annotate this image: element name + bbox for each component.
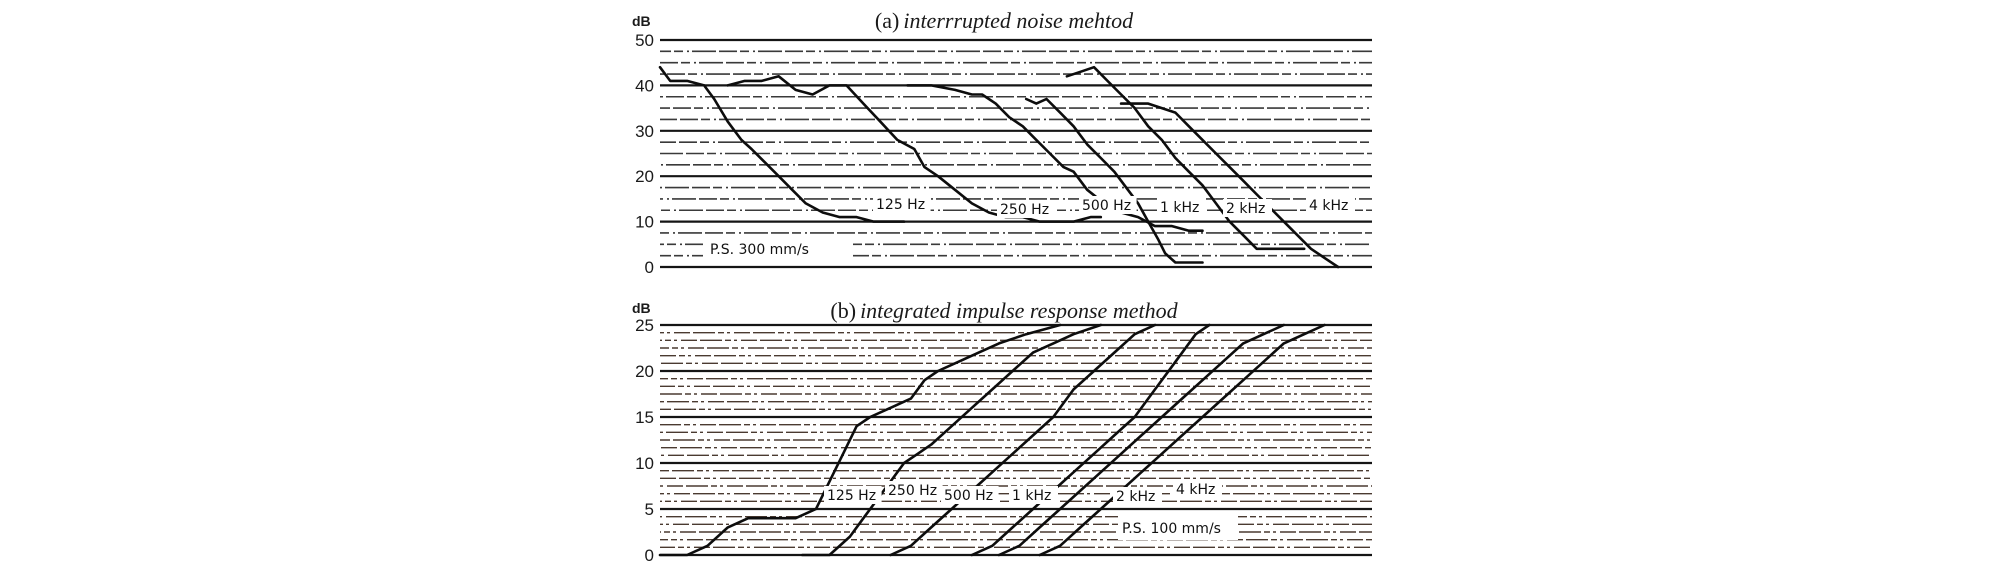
panel-b-series-label-bg — [941, 486, 999, 504]
panel-a-trace-125hz — [658, 65, 906, 223]
panel-a-ytick-label: 20 — [635, 167, 654, 186]
panel-b-ytick-label: 0 — [645, 546, 654, 565]
panel-a-series-label: 2 kHz — [1226, 201, 1265, 217]
panel-a-annotation: P.S. 300 mm/s — [710, 242, 809, 258]
panel-b-series-label: 500 Hz — [944, 488, 993, 504]
panel-a-series-label: 4 kHz — [1309, 198, 1348, 214]
panel-a-trace-4khz — [1119, 102, 1340, 269]
panel-b-ytick-label: 15 — [635, 408, 654, 427]
panel-a-ytick-label: 30 — [635, 122, 654, 141]
panel-b-series-label: 125 Hz — [827, 488, 876, 504]
panel-b-series-label-bg — [824, 486, 882, 504]
panel-a-series-label-bg — [873, 195, 931, 213]
panel-a-series-label-bg — [1223, 199, 1272, 217]
panel-a-ytick-label: 50 — [635, 31, 654, 50]
panel-a-interrupted-noise: (a) interrrupted noise mehtod dB 0 10 20 30 4… — [632, 8, 1372, 277]
panel-b-series-label: 2 kHz — [1116, 489, 1155, 505]
panel-a-grid — [660, 38, 1372, 269]
panel-b-series-label-bg — [885, 481, 943, 499]
panel-a-ytick-label: 0 — [645, 258, 654, 277]
panel-a-trace-500hz — [906, 84, 1204, 232]
panel-b-ytick-label: 25 — [635, 316, 654, 335]
panel-b-ytick-label: 10 — [635, 454, 654, 473]
panel-b-yaxis-ticks: 0 5 10 15 20 25 — [635, 316, 654, 565]
panel-b-integrated-impulse: (b) integrated impulse response method dB… — [632, 298, 1372, 565]
panel-a-series-label-bg — [1079, 196, 1137, 214]
panel-a-traces — [658, 65, 1340, 269]
panel-b-trace-2khz — [997, 323, 1286, 557]
panel-b-series-labels: 125 Hz 250 Hz 500 Hz 1 kHz 2 kHz 4 kHz — [824, 480, 1222, 505]
panel-a-series-label-bg — [1306, 196, 1355, 214]
panel-b-traces — [658, 323, 1326, 557]
panel-b-trace-4khz — [1038, 323, 1326, 557]
panel-b-trace-1khz — [970, 323, 1211, 557]
panel-a-ylabel: dB — [632, 13, 651, 29]
panel-a-ytick-label: 40 — [635, 76, 654, 95]
panel-b-trace-125hz — [658, 323, 1062, 557]
panel-b-series-label: 250 Hz — [888, 483, 937, 499]
panel-a-ytick-label: 10 — [635, 213, 654, 232]
panel-a-series-label: 500 Hz — [1082, 198, 1131, 214]
panel-b-series-label-bg — [1173, 480, 1222, 498]
panel-a-prefix: (a) — [875, 8, 899, 33]
panel-a-series-labels: 125 Hz 250 Hz 500 Hz 1 kHz 2 kHz 4 kHz — [873, 195, 1355, 218]
panel-a-series-label: 125 Hz — [876, 197, 925, 213]
panel-a-title: (a) interrrupted noise mehtod — [875, 8, 1134, 33]
panel-a-series-label-bg — [997, 200, 1055, 218]
panel-b-series-label: 4 kHz — [1176, 482, 1215, 498]
panel-b-title-text: integrated impulse response method — [860, 298, 1179, 323]
panel-a-series-label: 1 kHz — [1160, 200, 1199, 216]
panel-b-trace-500hz — [889, 323, 1157, 557]
panel-b-ytick-label: 5 — [645, 500, 654, 519]
panel-b-series-label-bg — [1009, 486, 1058, 504]
panel-a-series-label: 250 Hz — [1000, 202, 1049, 218]
panel-a-trace-250hz — [726, 75, 1103, 223]
panel-b-annotation: P.S. 100 mm/s — [1122, 521, 1221, 537]
panel-a-series-label-bg — [1157, 198, 1206, 216]
panel-b-ytick-label: 20 — [635, 362, 654, 381]
panel-a-title-text: interrrupted noise mehtod — [903, 8, 1134, 33]
panel-b-grid — [660, 323, 1372, 557]
panel-b-annotation-box — [1118, 516, 1238, 540]
panel-b-title: (b) integrated impulse response method — [830, 298, 1178, 323]
panel-a-trace-2khz — [1065, 65, 1306, 251]
panel-a-yaxis-ticks: 0 10 20 30 40 50 — [635, 31, 654, 277]
panel-a-trace-1khz — [1024, 97, 1204, 264]
panel-b-prefix: (b) — [830, 298, 856, 323]
panel-b-series-label-bg — [1113, 487, 1162, 505]
panel-a-annotation-box — [703, 236, 853, 262]
panel-b-series-label: 1 kHz — [1012, 488, 1051, 504]
panel-b-trace-250hz — [801, 323, 1103, 557]
panel-b-ylabel: dB — [632, 300, 651, 316]
